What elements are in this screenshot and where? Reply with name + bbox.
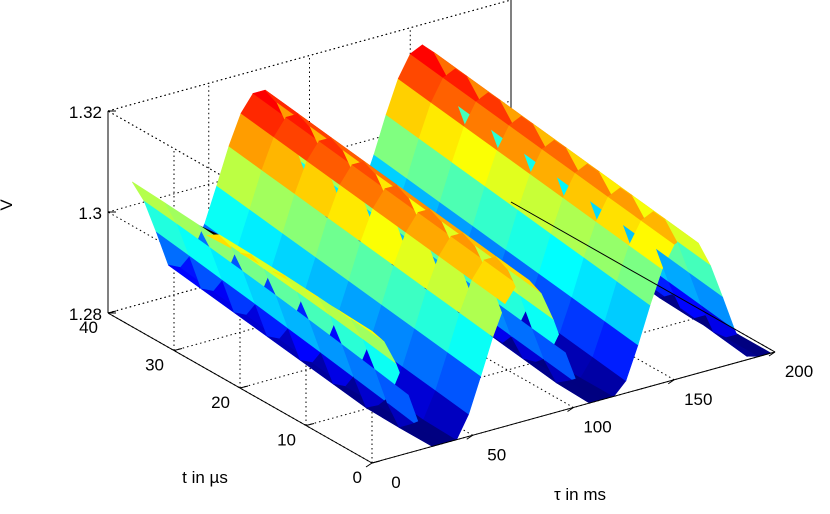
x-axis-label: τ in ms bbox=[554, 485, 606, 504]
box-edge-right-floor bbox=[510, 201, 776, 353]
y-axis-label: t in µs bbox=[182, 468, 228, 487]
x-axis-tick-labels: 0 50 100 150 200 bbox=[391, 362, 813, 492]
y-tick-mark-1 bbox=[305, 423, 315, 426]
x-tick-mark-1 bbox=[466, 434, 474, 440]
y-tick-label-20: 20 bbox=[211, 393, 230, 412]
x-tick-label-50: 50 bbox=[487, 445, 506, 464]
y-tick-label-0: 0 bbox=[353, 468, 362, 487]
y-tick-mark-3 bbox=[173, 348, 183, 351]
x-tick-label-150: 150 bbox=[684, 390, 712, 409]
z-tick-label-1.28: 1.28 bbox=[69, 305, 102, 324]
z-tick-label-1.32: 1.32 bbox=[69, 103, 102, 122]
y-tick-label-10: 10 bbox=[277, 431, 296, 450]
x-tick-label-0: 0 bbox=[391, 473, 400, 492]
axes-box-front bbox=[107, 110, 776, 468]
x-tick-mark-2 bbox=[567, 407, 574, 412]
x-tick-mark-3 bbox=[667, 379, 675, 385]
y-tick-label-30: 30 bbox=[145, 356, 164, 375]
y-axis-tick-labels: 0 10 20 30 40 bbox=[79, 318, 362, 487]
x-tick-mark-4 bbox=[768, 351, 776, 357]
y-tick-mark-0 bbox=[371, 460, 381, 464]
z-axis-tick-labels: 1.28 1.3 1.32 bbox=[69, 103, 102, 324]
z-axis-label: V bbox=[0, 199, 16, 211]
x-tick-label-200: 200 bbox=[785, 362, 813, 381]
y-tick-label-40: 40 bbox=[79, 318, 98, 337]
x-tick-label-100: 100 bbox=[583, 418, 611, 437]
x-tick-mark-0 bbox=[365, 462, 373, 468]
z-tick-label-1.3: 1.3 bbox=[78, 204, 102, 223]
voltage-surface bbox=[131, 44, 772, 447]
y-tick-mark-2 bbox=[239, 385, 249, 389]
